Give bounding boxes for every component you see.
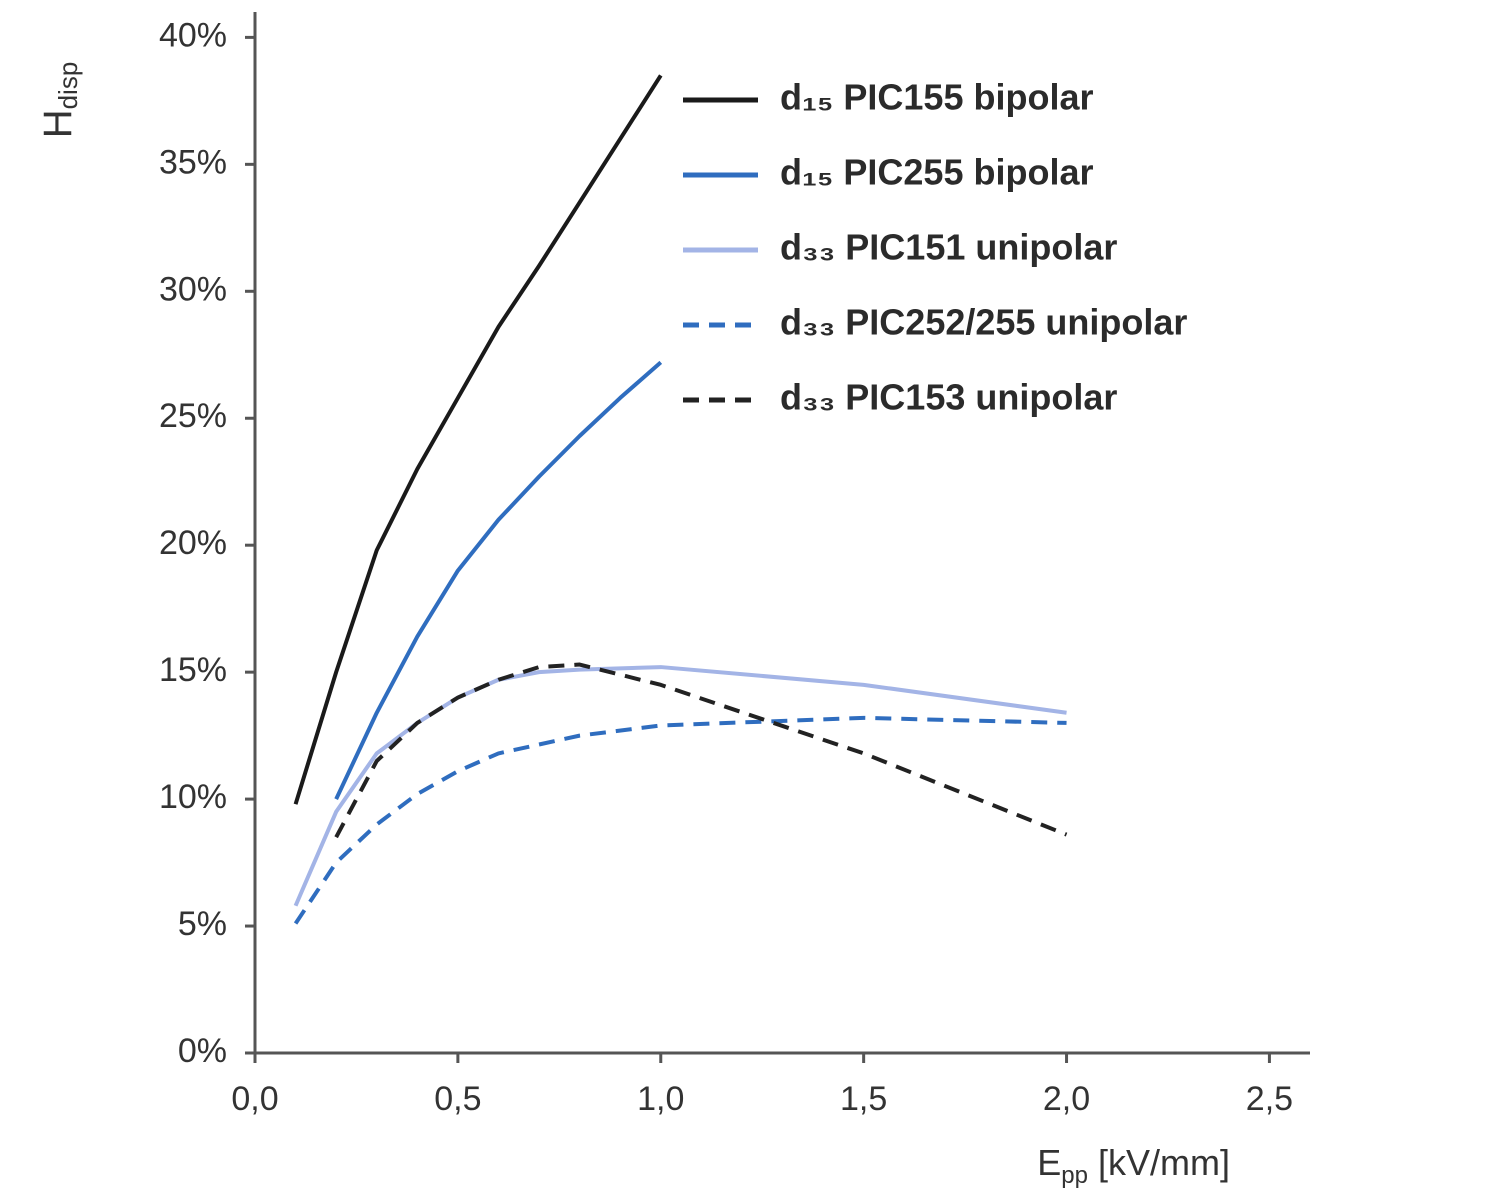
x-tick-label: 0,0 bbox=[231, 1080, 278, 1118]
y-tick-label: 5% bbox=[178, 905, 227, 943]
x-axis-title: Epp [kV/mm] bbox=[1037, 1142, 1230, 1190]
x-title-main: E bbox=[1037, 1142, 1061, 1183]
legend-label: d₁₅ PIC155 bipolar bbox=[780, 77, 1093, 118]
y-tick-label: 10% bbox=[159, 778, 227, 816]
legend-label: d₃₃ PIC151 unipolar bbox=[780, 227, 1117, 268]
y-tick-label: 0% bbox=[178, 1032, 227, 1070]
y-tick-label: 30% bbox=[159, 270, 227, 308]
legend-label: d₃₃ PIC153 unipolar bbox=[780, 377, 1117, 418]
series-line bbox=[334, 360, 663, 800]
x-title-sub: pp bbox=[1061, 1162, 1088, 1189]
y-axis-title: Hdisp bbox=[36, 62, 83, 139]
y-tick-label: 35% bbox=[159, 143, 227, 181]
x-tick-label: 1,0 bbox=[637, 1080, 684, 1118]
x-tick-label: 1,5 bbox=[840, 1080, 887, 1118]
y-tick-label: 25% bbox=[159, 397, 227, 435]
y-title-main: H bbox=[36, 109, 80, 138]
series-line bbox=[334, 662, 1068, 839]
y-tick-label: 15% bbox=[159, 651, 227, 689]
x-tick-label: 0,5 bbox=[434, 1080, 481, 1118]
x-tick-label: 2,5 bbox=[1246, 1080, 1293, 1118]
x-tick-label: 2,0 bbox=[1043, 1080, 1090, 1118]
series-line bbox=[293, 715, 1067, 925]
legend-label: d₃₃ PIC252/255 unipolar bbox=[780, 302, 1187, 343]
y-title-sub: disp bbox=[53, 62, 83, 110]
series-line bbox=[293, 74, 663, 805]
y-tick-label: 40% bbox=[159, 16, 227, 54]
x-title-unit: [kV/mm] bbox=[1088, 1142, 1230, 1183]
y-tick-label: 20% bbox=[159, 524, 227, 562]
legend-label: d₁₅ PIC255 bipolar bbox=[780, 152, 1093, 193]
